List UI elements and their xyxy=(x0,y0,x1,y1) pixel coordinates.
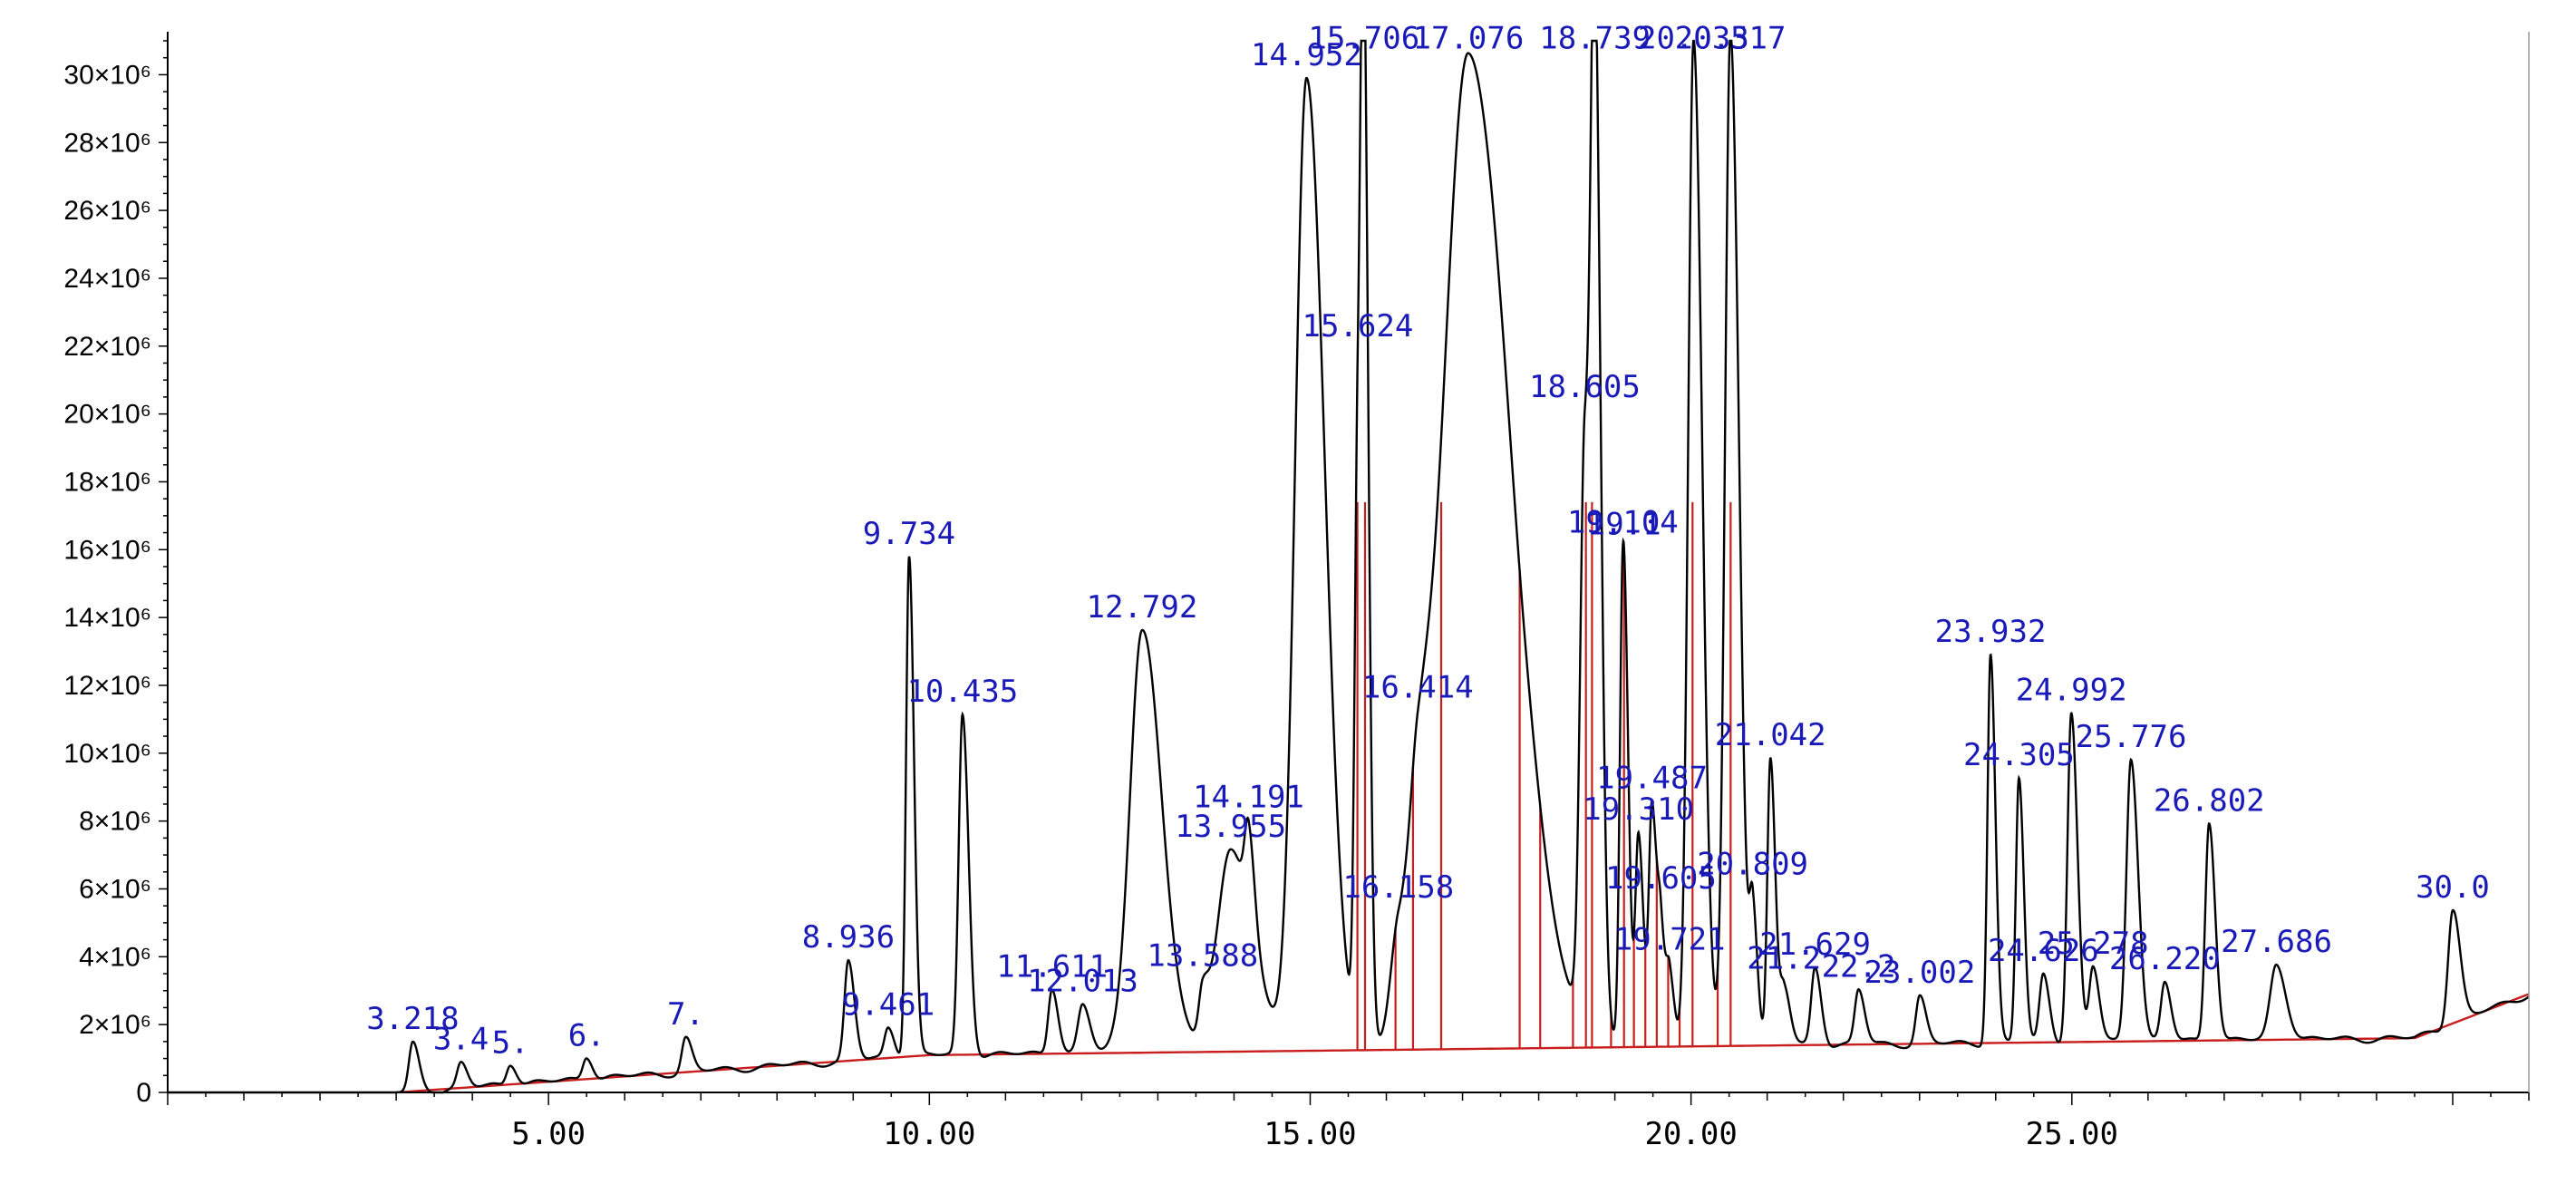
x-tick-label: 15.00 xyxy=(1264,1116,1356,1152)
y-tick-label: 16×10⁶ xyxy=(63,535,151,565)
x-tick-label: 10.00 xyxy=(883,1116,975,1152)
peak-label: 13.588 xyxy=(1147,937,1258,974)
peak-label: 19.310 xyxy=(1583,791,1694,828)
peak-label: 19.487 xyxy=(1596,761,1708,797)
peak-label: 25.776 xyxy=(2076,719,2187,755)
peak-label: 18.739 xyxy=(1539,20,1651,56)
peak-label: 26.220 xyxy=(2109,941,2221,977)
axes: 0 2×10⁶ 4×10⁶ 6×10⁶ 8×10⁶ 10×10⁶ 12×10⁶ 14×10⁶ 1… xyxy=(63,32,2530,1152)
peak-label: 9.461 xyxy=(842,986,935,1023)
y-tick-label: 2×10⁶ xyxy=(79,1010,151,1040)
peak-label: 19.1 xyxy=(1587,506,1661,542)
integration-baseline xyxy=(396,993,2530,1094)
peak-label: 5. xyxy=(492,1025,529,1062)
y-tick-label: 24×10⁶ xyxy=(63,264,151,294)
peak-label: 26.802 xyxy=(2154,782,2265,819)
peak-label: 24.626 xyxy=(1988,933,2099,969)
x-tick-label: 20.00 xyxy=(1644,1116,1737,1152)
peak-label: 25.278 xyxy=(2038,926,2149,962)
peak-label: 7. xyxy=(667,996,704,1033)
y-tick-label: 28×10⁶ xyxy=(63,128,151,158)
peak-label: 22.2 xyxy=(1822,948,1896,985)
peak-label: 23.932 xyxy=(1935,614,2047,650)
peak-label: 27.686 xyxy=(2221,924,2332,960)
peak-label: 3.4 xyxy=(433,1021,489,1057)
x-tick-label: 5.00 xyxy=(511,1116,586,1152)
peak-label: 15.706 xyxy=(1308,20,1419,56)
peak-label: 23.002 xyxy=(1864,955,1975,991)
peak-label: 20.517 xyxy=(1675,20,1787,56)
y-tick-label: 26×10⁶ xyxy=(63,196,151,226)
y-tick-label: 30×10⁶ xyxy=(63,60,151,90)
peak-label: 24.305 xyxy=(1963,737,2075,773)
peak-label: 9.734 xyxy=(863,516,955,552)
peak-label: 12.013 xyxy=(1027,964,1138,1000)
x-tick-label: 25.00 xyxy=(2026,1116,2118,1152)
peak-label: 24.992 xyxy=(2016,673,2127,709)
peak-label: 16.158 xyxy=(1342,869,1454,906)
peak-label: 8.936 xyxy=(802,919,895,956)
peak-label: 19.104 xyxy=(1567,505,1679,541)
peak-label: 10.435 xyxy=(906,674,1018,710)
peak-label: 20.033 xyxy=(1638,20,1749,56)
y-tick-label: 6×10⁶ xyxy=(79,874,151,904)
peak-label: 3.218 xyxy=(366,1001,459,1037)
peak-label: 21.2 xyxy=(1747,940,1821,976)
peak-label: 16.414 xyxy=(1362,670,1474,706)
peak-label: 21.042 xyxy=(1715,717,1826,753)
peak-label: 18.605 xyxy=(1529,369,1641,405)
peak-label: 15.624 xyxy=(1303,308,1414,345)
trace-layer xyxy=(168,39,2530,1094)
peak-label: 13.955 xyxy=(1175,809,1286,845)
peak-label: 6. xyxy=(568,1017,605,1053)
y-tick-label: 12×10⁶ xyxy=(63,671,151,701)
peak-label: 17.076 xyxy=(1413,20,1525,56)
peak-label: 11.611 xyxy=(996,949,1108,985)
y-tick-label: 22×10⁶ xyxy=(63,332,151,362)
chromatogram-trace xyxy=(168,39,2530,1094)
peak-label: 30.0 xyxy=(2416,869,2490,906)
y-tick-label: 0 xyxy=(136,1078,151,1108)
peak-label: 19.605 xyxy=(1605,860,1717,897)
peak-label: 19.721 xyxy=(1614,922,1726,958)
y-tick-label: 18×10⁶ xyxy=(63,467,151,497)
peak-label: 21.629 xyxy=(1759,927,1871,963)
peak-label: 12.792 xyxy=(1087,589,1198,626)
y-tick-label: 10×10⁶ xyxy=(63,739,151,769)
peak-label: 20.809 xyxy=(1697,846,1808,882)
y-tick-label: 14×10⁶ xyxy=(63,603,151,633)
y-tick-label: 4×10⁶ xyxy=(79,942,151,972)
y-tick-label: 20×10⁶ xyxy=(63,400,151,430)
peak-label: 14.191 xyxy=(1193,780,1304,816)
peak-label: 14.952 xyxy=(1251,37,1362,73)
y-tick-label: 8×10⁶ xyxy=(79,807,151,837)
